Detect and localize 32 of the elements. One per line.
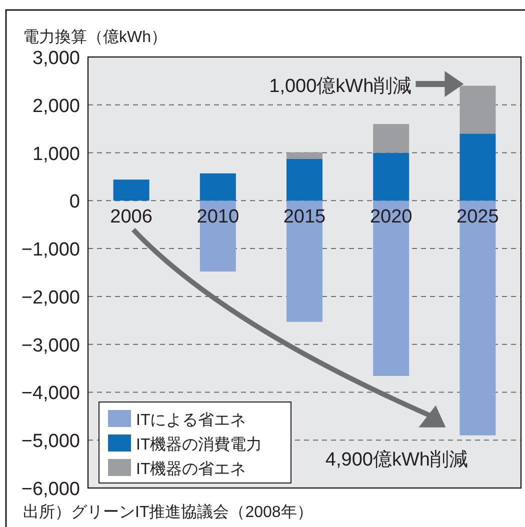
annotation: 4,900億kWh削減 [325,449,468,470]
bar [460,134,496,201]
bar [373,200,410,376]
y-tick-label: 3,000 [32,48,80,69]
y-tick-label: −1,000 [21,240,80,261]
y-tick-label: −2,000 [21,287,80,308]
x-tick-label: 2020 [370,206,412,228]
y-tick-label: −5,000 [21,431,80,452]
annotation: 1,000億kWh削減 [269,76,412,97]
bar [286,152,322,160]
x-tick-label: 2010 [196,206,240,228]
bar [113,180,150,201]
y-tick-label: 0 [69,192,80,213]
x-tick-label: 2006 [110,206,152,228]
y-tick-label: 1,000 [32,144,80,165]
y-axis-title: 電力換算（億kWh） [23,28,167,46]
bar [286,159,322,201]
text: 出所）グリーンIT推進協議会（2008年） [23,503,313,521]
bar [373,152,410,201]
legend-label: IT機器の消費電力 [136,436,262,454]
legend-label: IT機器の省エネ [136,460,246,478]
y-tick-label: −6,000 [21,479,80,500]
legend-label: ITによる省エネ [136,411,246,429]
bar [460,200,496,436]
y-tick-label: 2,000 [32,96,80,117]
bar [373,124,410,153]
bar [200,173,236,201]
x-tick-label: 2025 [456,206,499,228]
x-tick-label: 2015 [283,206,326,228]
y-tick-label: −4,000 [21,383,80,404]
bar [460,86,496,134]
y-tick-label: −3,000 [21,335,80,356]
